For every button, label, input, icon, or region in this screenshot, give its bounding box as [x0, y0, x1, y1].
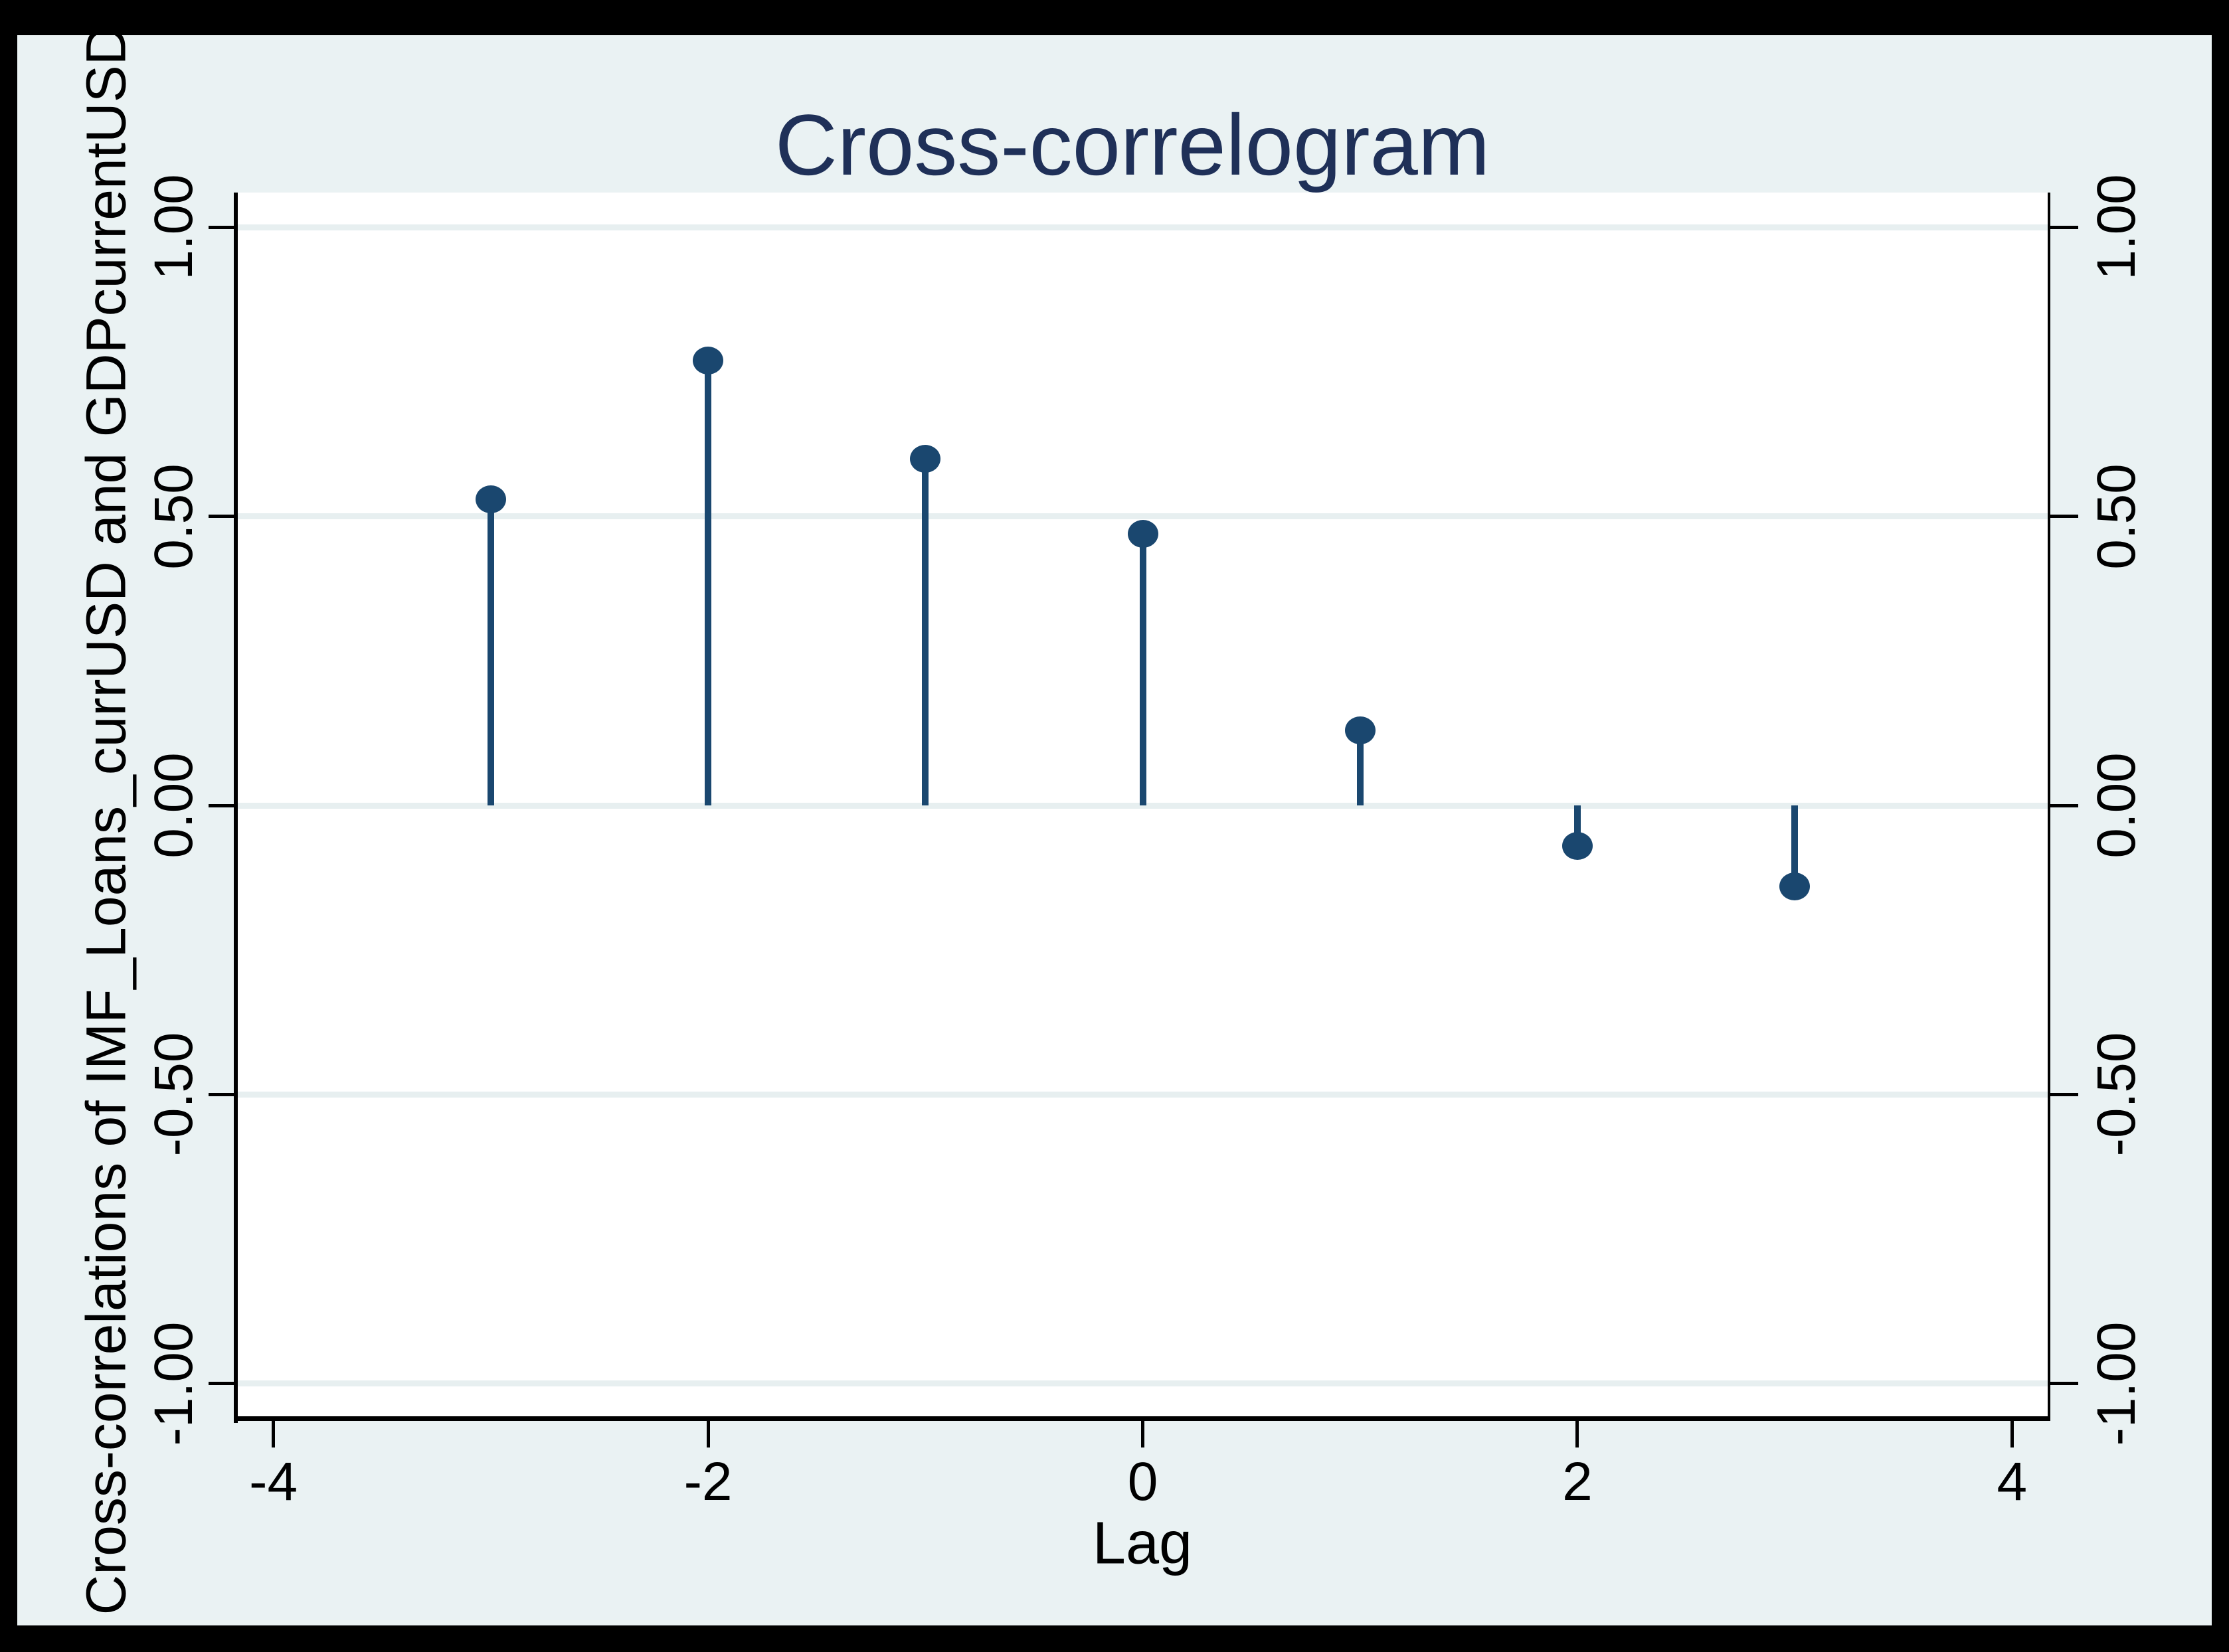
- y-tick-left: [209, 225, 236, 229]
- y-gridline: [236, 1380, 2049, 1387]
- y-axis-line-right: [2048, 193, 2050, 1418]
- y-tick-right: [2050, 225, 2078, 229]
- y-tick-label-right: 0.50: [2086, 463, 2147, 570]
- spike: [1356, 730, 1364, 805]
- y-gridline: [236, 224, 2049, 230]
- spike: [922, 458, 929, 805]
- y-tick-right: [2050, 515, 2078, 519]
- x-tick: [2010, 1421, 2014, 1447]
- y-axis-title: Cross-correlations of IMF_Loans_currUSD …: [74, 25, 137, 1615]
- spike: [1573, 805, 1581, 846]
- y-tick-label-left: 0.50: [143, 463, 204, 570]
- y-tick-right: [2050, 1382, 2078, 1386]
- x-axis-line: [234, 1416, 2050, 1421]
- y-gridline: [236, 802, 2049, 809]
- data-point: [693, 346, 724, 374]
- x-tick-label: 0: [1127, 1451, 1158, 1512]
- data-point: [1779, 872, 1811, 900]
- y-tick-label-left: 0.00: [143, 752, 204, 859]
- x-tick-label: 4: [1997, 1451, 2028, 1512]
- y-tick-label-right: -0.50: [2086, 1032, 2147, 1157]
- x-tick: [1141, 1421, 1144, 1447]
- y-gridline: [236, 1091, 2049, 1098]
- data-point: [1561, 831, 1593, 860]
- spike: [487, 499, 494, 805]
- y-tick-right: [2050, 1092, 2078, 1096]
- y-tick-label-left: 1.00: [143, 174, 204, 281]
- chart-title: Cross-correlogram: [774, 96, 1490, 193]
- y-tick-label-right: 0.00: [2086, 752, 2147, 859]
- y-tick-label-left: -0.50: [143, 1032, 204, 1157]
- y-tick-label-left: -1.00: [143, 1321, 204, 1446]
- x-tick-label: 2: [1562, 1451, 1593, 1512]
- y-tick-right: [2050, 803, 2078, 807]
- spike: [1791, 805, 1799, 886]
- y-tick-left: [209, 803, 236, 807]
- x-tick: [706, 1421, 710, 1447]
- y-tick-label-right: 1.00: [2086, 174, 2147, 281]
- x-tick-label: -4: [249, 1451, 298, 1512]
- y-tick-label-right: -1.00: [2086, 1321, 2147, 1446]
- data-point: [475, 485, 506, 513]
- x-tick-label: -2: [683, 1451, 733, 1512]
- data-point: [1344, 716, 1376, 744]
- data-point: [910, 444, 941, 473]
- y-tick-left: [209, 1382, 236, 1386]
- y-tick-left: [209, 515, 236, 519]
- y-axis-line-left: [234, 193, 238, 1423]
- y-tick-left: [209, 1092, 236, 1096]
- spike: [705, 360, 712, 805]
- spike: [1139, 533, 1146, 805]
- x-axis-title: Lag: [1092, 1510, 1193, 1577]
- y-gridline: [236, 513, 2049, 520]
- data-point: [1127, 519, 1158, 548]
- x-tick: [1575, 1421, 1579, 1447]
- x-tick: [272, 1421, 276, 1447]
